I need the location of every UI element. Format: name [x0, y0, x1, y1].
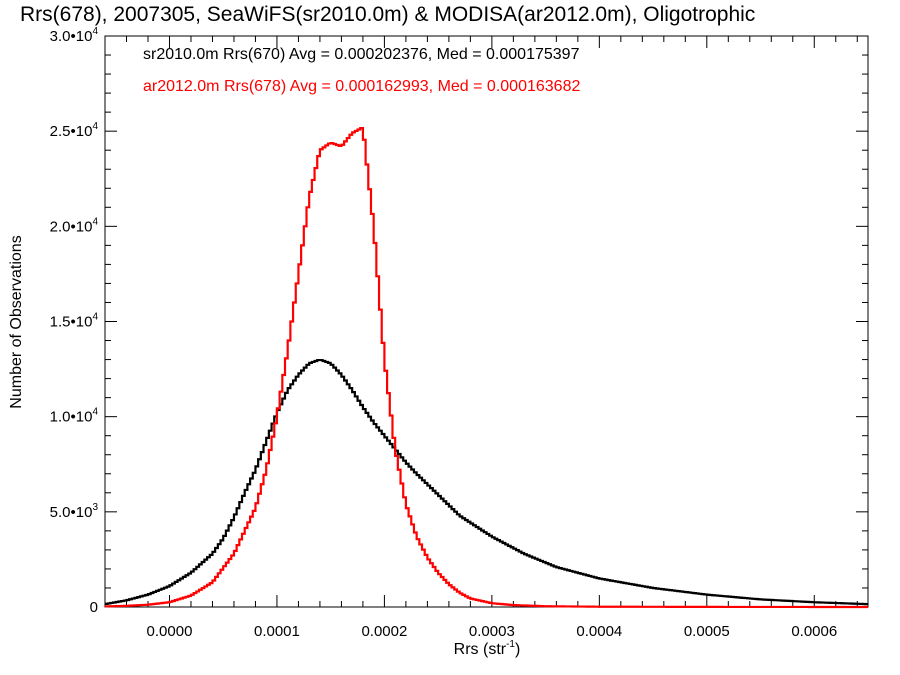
- plot-frame: [104, 35, 869, 608]
- x-tick-label: 0.0003: [469, 623, 515, 640]
- y-axis: 0 5.0•103 1.0•104 1.5•104 2.0•104 2.5•104 3.0•…: [50, 26, 868, 616]
- x-axis: 0.0000 0.0001 0.0002 0.0003 0.0004 0.0005 0.00…: [104, 36, 858, 640]
- y-tick-label: 2.0•104: [50, 216, 99, 235]
- x-tick-label: 0.0004: [576, 623, 622, 640]
- x-tick-label: 0.0005: [684, 623, 730, 640]
- x-tick-label: 0.0002: [361, 623, 407, 640]
- y-tick-label: 5.0•103: [50, 502, 99, 521]
- series-layer: [105, 126, 868, 609]
- x-axis-label-text: Rrs (str: [454, 641, 507, 658]
- y-tick-label: 1.0•104: [50, 407, 99, 426]
- y-axis-label: Number of Observations: [8, 235, 25, 408]
- x-axis-label-close: ): [515, 641, 520, 658]
- y-tick-label: 2.5•104: [50, 121, 99, 140]
- x-axis-label-superscript: -1: [506, 639, 515, 650]
- chart-title: Rrs(678), 2007305, SeaWiFS(sr2010.0m) & …: [20, 3, 755, 26]
- legend-entry-red: ar2012.0m Rrs(678) Avg = 0.000162993, Me…: [143, 78, 580, 95]
- series-line-ar2012: [105, 126, 868, 609]
- x-tick-label: 0.0001: [254, 623, 300, 640]
- y-tick-label: 3.0•104: [50, 26, 99, 45]
- legend-entry-black: sr2010.0m Rrs(670) Avg = 0.000202376, Me…: [143, 46, 580, 63]
- x-tick-label: 0.0000: [147, 623, 193, 640]
- series-line-sr2010: [105, 358, 868, 606]
- y-tick-label: 1.5•104: [50, 312, 99, 331]
- x-tick-label: 0.0006: [791, 623, 837, 640]
- x-axis-label: Rrs (str-1): [454, 639, 521, 658]
- y-tick-label: 0: [90, 599, 98, 616]
